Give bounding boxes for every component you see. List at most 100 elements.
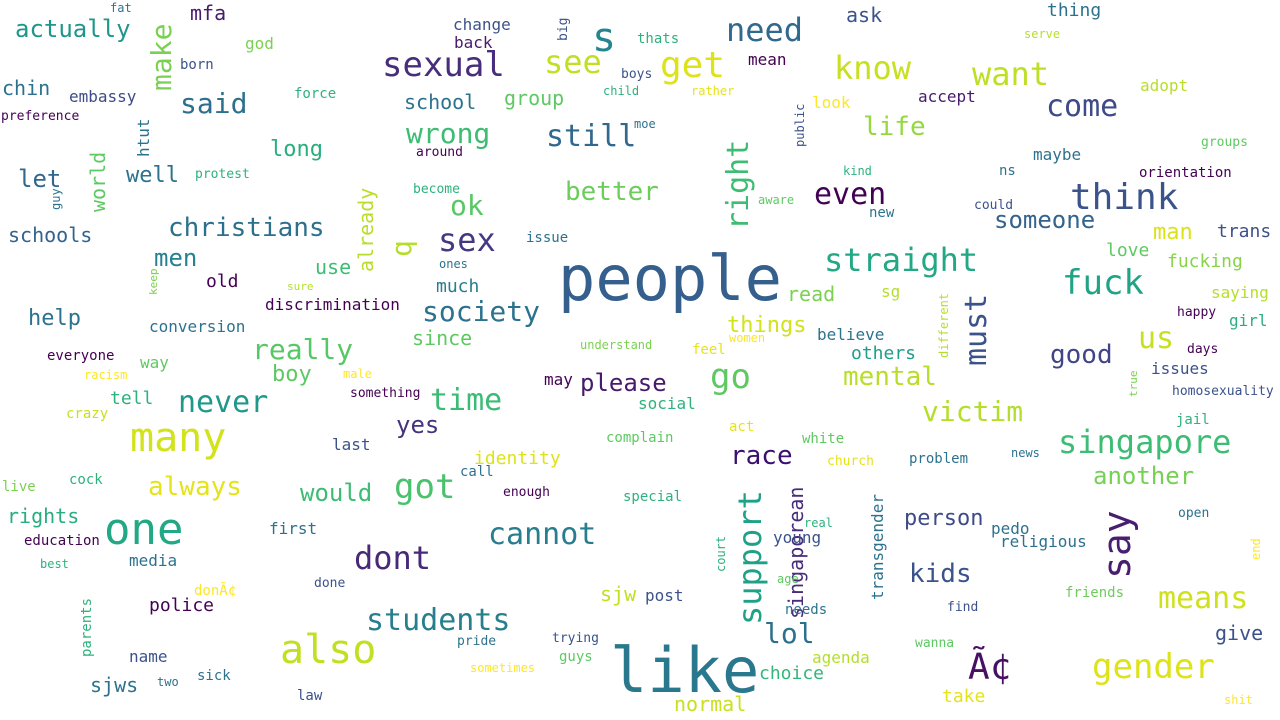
cloud-word: gender: [1092, 647, 1215, 687]
cloud-word: best: [40, 557, 69, 571]
cloud-word: change: [453, 15, 511, 34]
cloud-word: thing: [1047, 0, 1102, 21]
cloud-word: school: [404, 90, 477, 114]
cloud-word: sjws: [90, 673, 139, 697]
cloud-word: look: [812, 93, 851, 112]
cloud-word: court: [714, 536, 728, 573]
cloud-word: sure: [287, 280, 314, 293]
cloud-word: real: [804, 516, 833, 530]
cloud-word: guy: [49, 188, 63, 210]
cloud-word: straight: [824, 241, 979, 279]
cloud-word: moe: [634, 117, 656, 131]
cloud-word: male: [343, 367, 372, 381]
cloud-word: post: [645, 586, 684, 605]
cloud-word: saying: [1211, 283, 1269, 302]
cloud-word: embassy: [69, 87, 137, 106]
cloud-word: never: [178, 385, 269, 420]
cloud-word: life: [863, 112, 926, 142]
cloud-word: shit: [1224, 693, 1253, 707]
cloud-word: could: [974, 198, 1014, 213]
cloud-word: special: [623, 489, 683, 505]
cloud-word: mean: [748, 50, 787, 69]
cloud-word: agenda: [812, 648, 870, 667]
cloud-word: us: [1138, 321, 1175, 356]
cloud-word: education: [24, 533, 100, 549]
cloud-word: police: [149, 595, 215, 616]
cloud-word: women: [729, 331, 766, 345]
cloud-word: call: [460, 464, 494, 480]
cloud-word: really: [252, 333, 354, 366]
cloud-word: need: [726, 11, 804, 49]
cloud-word: think: [1070, 177, 1179, 218]
cloud-word: parents: [79, 598, 95, 658]
cloud-word: groups: [1201, 135, 1248, 150]
cloud-word: trying: [552, 631, 599, 646]
cloud-word: mental: [843, 362, 937, 392]
cloud-word: complain: [606, 430, 674, 446]
cloud-word: means: [1158, 581, 1249, 616]
cloud-word: act: [729, 419, 755, 435]
cloud-word: even: [814, 177, 887, 212]
cloud-word: said: [180, 87, 248, 120]
cloud-word: people: [558, 242, 782, 315]
cloud-word: live: [2, 479, 36, 495]
cloud-word: rights: [7, 504, 80, 528]
cloud-word: racism: [84, 368, 128, 382]
cloud-word: friends: [1065, 585, 1125, 601]
cloud-word: mfa: [190, 1, 227, 25]
cloud-word: take: [942, 686, 986, 707]
cloud-word: want: [972, 55, 1050, 93]
cloud-word: society: [422, 295, 541, 328]
cloud-word: boys: [621, 67, 653, 82]
cloud-word: girl: [1229, 311, 1268, 330]
cloud-word: media: [129, 551, 178, 570]
cloud-word: big: [556, 18, 571, 42]
cloud-word: men: [154, 244, 198, 272]
cloud-word: maybe: [1033, 145, 1082, 164]
cloud-word: true: [1127, 370, 1140, 397]
cloud-word: understand: [580, 338, 653, 352]
cloud-word: normal: [674, 692, 747, 716]
cloud-word: singapore: [1058, 423, 1232, 461]
cloud-word: last: [332, 435, 371, 454]
cloud-word: let: [18, 165, 62, 193]
cloud-word: guys: [559, 649, 593, 665]
cloud-word: conversion: [149, 317, 246, 336]
cloud-word: since: [412, 326, 473, 350]
cloud-word: wrong: [406, 117, 491, 150]
cloud-word: see: [544, 43, 602, 81]
cloud-word: accept: [918, 87, 976, 106]
cloud-word: something: [350, 386, 421, 401]
cloud-word: things: [727, 313, 807, 338]
cloud-word: sjw: [600, 582, 637, 606]
cloud-word: social: [638, 394, 696, 413]
cloud-word: time: [430, 383, 503, 418]
cloud-word: young: [773, 528, 822, 547]
cloud-word: love: [1106, 240, 1150, 261]
cloud-word: lol: [764, 617, 815, 650]
cloud-word: like: [610, 634, 760, 707]
cloud-word: jail: [1176, 412, 1210, 428]
cloud-word: trans: [1217, 221, 1272, 242]
cloud-word: new: [869, 205, 895, 221]
cloud-word: ok: [450, 189, 484, 222]
cloud-word: know: [834, 49, 912, 87]
cloud-word: race: [730, 441, 793, 471]
cloud-word: religious: [1000, 532, 1087, 551]
cloud-word: please: [580, 369, 667, 397]
cloud-word: students: [366, 603, 511, 638]
cloud-word: old: [206, 271, 239, 292]
cloud-word: group: [504, 86, 565, 110]
cloud-word: choice: [759, 663, 825, 684]
cloud-word: support: [731, 490, 769, 625]
cloud-word: read: [787, 282, 836, 306]
cloud-word: protest: [195, 167, 250, 182]
cloud-word: right: [721, 140, 756, 231]
cloud-word: pride: [457, 634, 497, 649]
cloud-word: child: [603, 84, 640, 98]
cloud-word: better: [565, 177, 659, 207]
cloud-word: homosexuality: [1172, 384, 1274, 399]
cloud-word: public: [793, 104, 807, 148]
cloud-word: come: [1046, 89, 1119, 124]
cloud-word: rather: [691, 84, 735, 98]
